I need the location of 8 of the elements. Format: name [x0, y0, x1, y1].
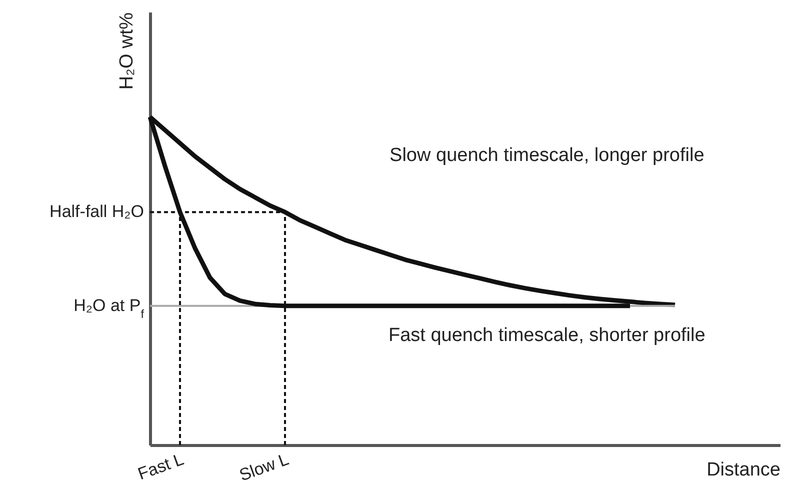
- x-axis-title: Distance: [706, 460, 780, 480]
- annotation: Fast quench timescale, shorter profile: [388, 325, 706, 346]
- ref-line-label: Half-fall H₂O: [50, 202, 144, 222]
- y-axis-title: H₂O wt%: [116, 12, 138, 90]
- x-tick-label: Slow L: [236, 450, 292, 485]
- x-tick-label: Fast L: [135, 450, 186, 484]
- annotation: Slow quench timescale, longer profile: [390, 144, 704, 166]
- ref-line-label: H₂O at P$_{f}$: [74, 296, 145, 321]
